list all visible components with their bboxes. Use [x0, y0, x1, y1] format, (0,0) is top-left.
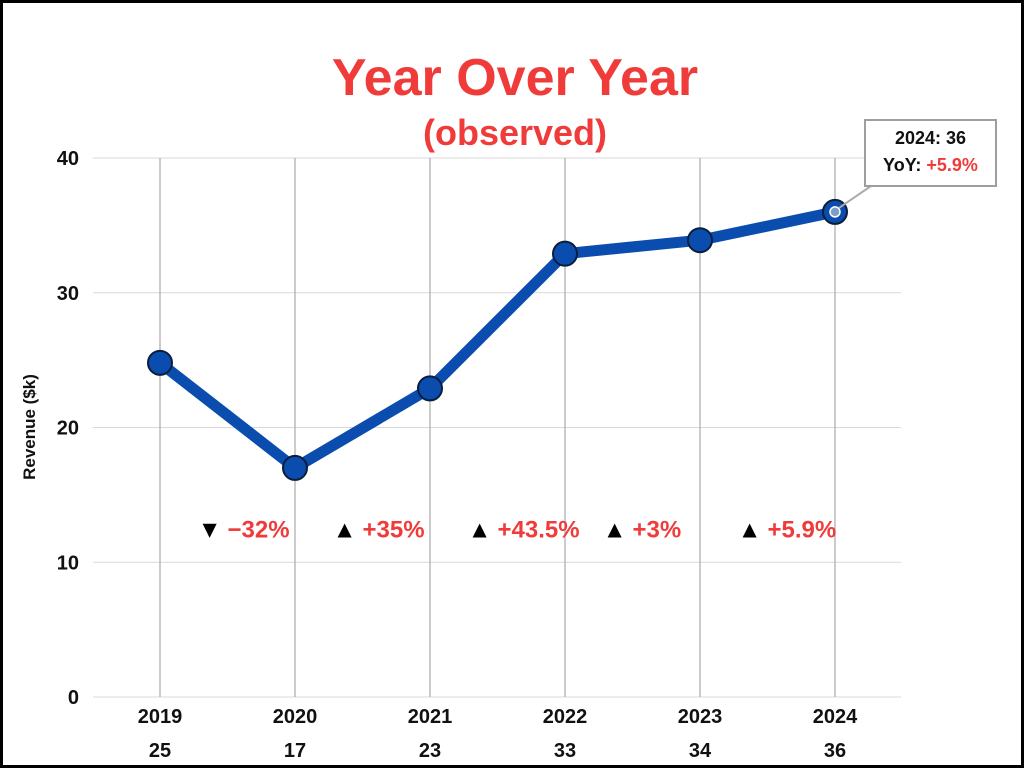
value-label: 25	[149, 740, 171, 762]
tooltip-line1: 2024: 36	[895, 128, 966, 148]
y-tick-label: 10	[57, 552, 79, 574]
axes: 0 10 20 30 40 2019 25 2020 17 2021 23 2022 33 2023 34 2…	[57, 148, 858, 762]
tooltip-yoy-prefix: YoY:	[883, 155, 926, 175]
x-tick-label: 2020	[273, 706, 318, 728]
change-arrow-icon: ▼	[198, 517, 222, 544]
x-tick-label: 2024	[813, 706, 858, 728]
change-arrow-icon: ▲	[738, 517, 762, 544]
highlight-dot	[829, 206, 841, 218]
chart-title: Year Over Year	[332, 49, 698, 107]
tooltip-line2: YoY: +5.9%	[883, 155, 978, 175]
change-label: ▲ +3%	[603, 517, 681, 544]
y-axis-label: Revenue ($k)	[20, 374, 39, 480]
x-tick-label: 2023	[678, 706, 723, 728]
tooltip: 2024: 36 YoY: +5.9%	[829, 119, 997, 218]
change-label: ▲ +43.5%	[468, 517, 580, 544]
tooltip-yoy-value: +5.9%	[926, 155, 978, 175]
change-arrow-icon: ▲	[603, 517, 627, 544]
value-label: 34	[689, 740, 712, 762]
change-label: ▼ −32%	[198, 517, 290, 544]
value-label: 36	[824, 740, 846, 762]
data-point	[282, 454, 308, 481]
y-tick-label: 30	[57, 283, 79, 305]
change-percent: +5.9%	[768, 517, 837, 544]
tooltip-box	[864, 119, 997, 187]
series	[147, 198, 848, 481]
change-arrow-icon: ▲	[468, 517, 492, 544]
line-chart: Year Over Year (observed) Revenue ($k) 0…	[20, 49, 997, 762]
tooltip-leader	[838, 185, 872, 209]
change-percent: +35%	[363, 517, 425, 544]
change-labels: ▼ −32% ▲ +35% ▲ +43.5% ▲ +3% ▲ +5.9%	[198, 517, 836, 544]
series-line	[154, 206, 841, 474]
change-arrow-icon: ▲	[333, 517, 357, 544]
x-tick-label: 2021	[408, 706, 453, 728]
chart-subtitle: (observed)	[423, 112, 607, 153]
x-tick-label: 2019	[138, 706, 183, 728]
change-percent: +3%	[633, 517, 682, 544]
grid	[93, 157, 901, 698]
value-label: 33	[554, 740, 576, 762]
change-percent: +43.5%	[498, 517, 580, 544]
value-label: 17	[284, 740, 306, 762]
y-tick-label: 40	[57, 148, 79, 170]
y-tick-label: 20	[57, 418, 79, 440]
y-tick-label: 0	[68, 687, 79, 709]
change-label: ▲ +5.9%	[738, 517, 836, 544]
data-point	[552, 240, 578, 267]
data-point	[147, 349, 173, 376]
x-tick-label: 2022	[543, 706, 588, 728]
change-percent: −32%	[228, 517, 290, 544]
data-point	[687, 227, 713, 254]
value-label: 23	[419, 740, 441, 762]
change-label: ▲ +35%	[333, 517, 425, 544]
data-point	[417, 375, 443, 402]
